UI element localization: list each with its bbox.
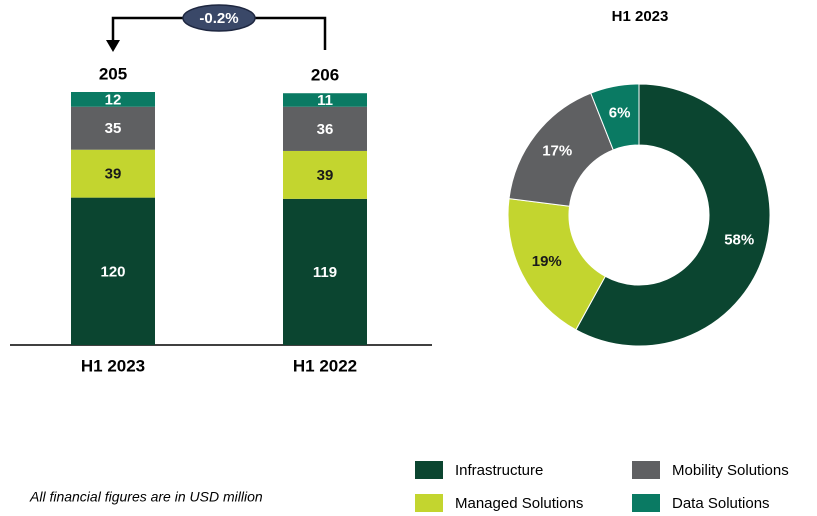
legend-label: Managed Solutions bbox=[455, 495, 583, 512]
bar-segment bbox=[71, 149, 155, 198]
arrow-head bbox=[106, 40, 120, 52]
bar-segment bbox=[71, 197, 155, 345]
donut-slice bbox=[590, 83, 640, 151]
bar-segment bbox=[71, 106, 155, 150]
legend-label: Infrastructure bbox=[455, 462, 543, 479]
legend-label: Mobility Solutions bbox=[672, 462, 789, 479]
slice-label: 58% bbox=[724, 232, 754, 249]
bar-segment bbox=[283, 93, 367, 107]
footnote: All financial figures are in USD million bbox=[29, 489, 263, 505]
segment-label: 39 bbox=[105, 166, 122, 183]
bar-segment bbox=[283, 106, 367, 151]
x-tick-label: H1 2023 bbox=[81, 356, 145, 375]
slice-label: 6% bbox=[609, 104, 631, 121]
segment-label: 39 bbox=[317, 167, 334, 184]
total-label: 206 bbox=[311, 66, 339, 85]
change-label: -0.2% bbox=[199, 10, 238, 27]
bar-segment bbox=[283, 150, 367, 199]
segment-label: 120 bbox=[100, 263, 125, 280]
segment-label: 119 bbox=[313, 264, 337, 281]
bar-segment bbox=[71, 92, 155, 107]
bar-segment bbox=[283, 198, 367, 345]
segment-label: 11 bbox=[317, 92, 333, 109]
legend-swatch bbox=[632, 494, 660, 512]
slice-label: 19% bbox=[532, 253, 562, 270]
segment-label: 35 bbox=[105, 120, 122, 137]
x-tick-label: H1 2022 bbox=[293, 356, 357, 375]
change-badge bbox=[182, 4, 256, 32]
legend-swatch bbox=[632, 461, 660, 479]
segment-label: 12 bbox=[105, 91, 122, 108]
slice-label: 17% bbox=[542, 143, 572, 160]
donut-title: H1 2023 bbox=[612, 8, 669, 25]
legend-label: Data Solutions bbox=[672, 495, 770, 512]
legend-swatch bbox=[415, 461, 443, 479]
donut-slice bbox=[575, 83, 771, 347]
legend-swatch bbox=[415, 494, 443, 512]
donut-slice bbox=[507, 198, 606, 331]
total-label: 205 bbox=[99, 64, 127, 83]
segment-label: 36 bbox=[317, 121, 334, 138]
